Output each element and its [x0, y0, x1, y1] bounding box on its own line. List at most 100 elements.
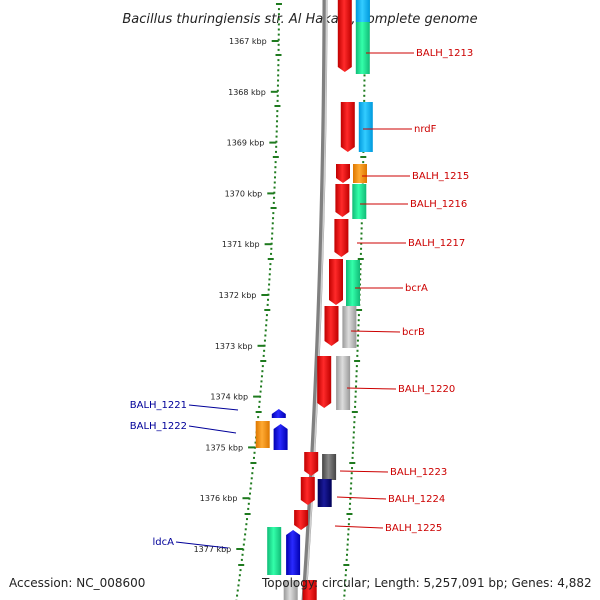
cds-feature — [352, 184, 367, 219]
outer-tick — [356, 354, 359, 357]
outer-tick — [356, 339, 359, 342]
inner-tick — [277, 13, 280, 16]
inner-tick — [265, 319, 268, 322]
outer-tick — [344, 584, 347, 587]
inner-tick — [276, 89, 279, 92]
kbp-label: 1372 kbp — [219, 291, 257, 300]
inner-tick — [269, 268, 272, 271]
inner-tick — [237, 584, 240, 587]
inner-tick — [267, 288, 270, 291]
outer-tick — [363, 99, 366, 102]
inner-tick — [245, 518, 248, 521]
backbone-highlight — [304, 0, 328, 600]
cds-feature — [322, 454, 337, 480]
outer-tick — [348, 518, 351, 521]
outer-tick — [351, 456, 354, 459]
inner-tick — [277, 74, 280, 77]
kbp-label: 1376 kbp — [200, 494, 238, 503]
inner-tick — [274, 161, 277, 164]
genome-backbone — [301, 0, 328, 600]
outer-tick — [359, 278, 362, 281]
inner-tick — [277, 23, 280, 26]
leader-line — [350, 330, 401, 333]
inner-tick — [272, 212, 275, 215]
outer-tick — [354, 395, 357, 398]
inner-tick — [247, 502, 250, 505]
cds-feature — [342, 306, 357, 348]
outer-tick — [346, 548, 349, 551]
inner-tick — [275, 150, 278, 153]
inner-tick — [277, 33, 280, 36]
kbp-label: 1374 kbp — [210, 393, 248, 402]
inner-tick — [276, 110, 279, 113]
gene-label-balh-1220: BALH_1220 — [398, 384, 455, 395]
inner-tick — [267, 298, 270, 301]
gene-label-bcrb: bcrB — [402, 327, 425, 338]
inner-tick — [254, 441, 257, 444]
gene-label-nrdf: nrdF — [414, 124, 437, 135]
outer-tick — [343, 594, 346, 597]
outer-tick — [360, 222, 363, 225]
outer-tick — [357, 324, 360, 327]
inner-tick — [275, 145, 278, 148]
kbp-major-tick — [271, 40, 279, 42]
cds-feature — [271, 409, 286, 418]
inner-tick — [277, 69, 280, 72]
outer-tick — [360, 242, 363, 245]
outer-tick — [359, 263, 362, 266]
inner-tick — [277, 64, 280, 67]
outer-tick — [353, 426, 356, 429]
gene-label-balh-1213: BALH_1213 — [416, 48, 473, 59]
outer-tick — [348, 507, 351, 510]
inner-tick — [243, 538, 246, 541]
outer-tick — [357, 319, 360, 322]
cds-feature — [346, 260, 360, 306]
outer-tick — [354, 390, 357, 393]
leader-line — [336, 496, 387, 500]
inner-tick — [277, 18, 280, 21]
outer-tick — [349, 502, 352, 505]
inner-tick — [255, 411, 262, 413]
gene-label-balh-1225: BALH_1225 — [385, 523, 442, 534]
label-leaders — [175, 52, 414, 549]
inner-tick — [270, 237, 273, 240]
leader-line — [188, 425, 237, 434]
feature-track — [255, 0, 373, 600]
kbp-major-tick — [267, 192, 275, 195]
outer-tick — [345, 569, 348, 572]
cds-feature — [267, 527, 282, 575]
gene-label-balh-1224: BALH_1224 — [388, 494, 445, 505]
outer-tick — [350, 477, 353, 480]
inner-tick — [261, 370, 264, 373]
outer-tick — [355, 380, 358, 383]
kbp-major-tick — [270, 90, 278, 93]
inner-tick — [260, 385, 263, 388]
inner-tick — [271, 222, 274, 225]
inner-tick — [275, 130, 278, 133]
outer-tick — [357, 334, 360, 337]
inner-tick — [269, 263, 272, 266]
inner-tick — [245, 523, 248, 526]
inner-tick — [251, 472, 254, 475]
outer-tick — [353, 421, 356, 424]
gene-label-balh-1217: BALH_1217 — [408, 238, 465, 249]
outer-tick — [356, 309, 363, 311]
inner-tick — [250, 462, 257, 464]
inner-tick — [273, 181, 276, 184]
inner-tick — [244, 528, 247, 531]
outer-tick — [360, 227, 363, 230]
outer-tick — [343, 564, 350, 566]
outer-tick — [360, 232, 363, 235]
gene-labels: BALH_1213 nrdF BALH_1215 BALH_1216 BALH_1217… — [130, 48, 474, 548]
outer-tick — [356, 344, 359, 347]
inner-tick — [262, 354, 265, 357]
kbp-ruler: 1367 kbp 1368 kbp 1369 kbp 1370 kbp 1371 kbp… — [194, 37, 279, 554]
outer-tick — [347, 528, 350, 531]
inner-tick — [258, 400, 261, 403]
inner-tick — [276, 94, 279, 97]
cds-feature — [358, 102, 373, 152]
cds-feature — [334, 219, 349, 257]
inner-tick — [274, 105, 281, 107]
outer-tick — [357, 314, 360, 317]
inner-tick — [244, 513, 251, 515]
